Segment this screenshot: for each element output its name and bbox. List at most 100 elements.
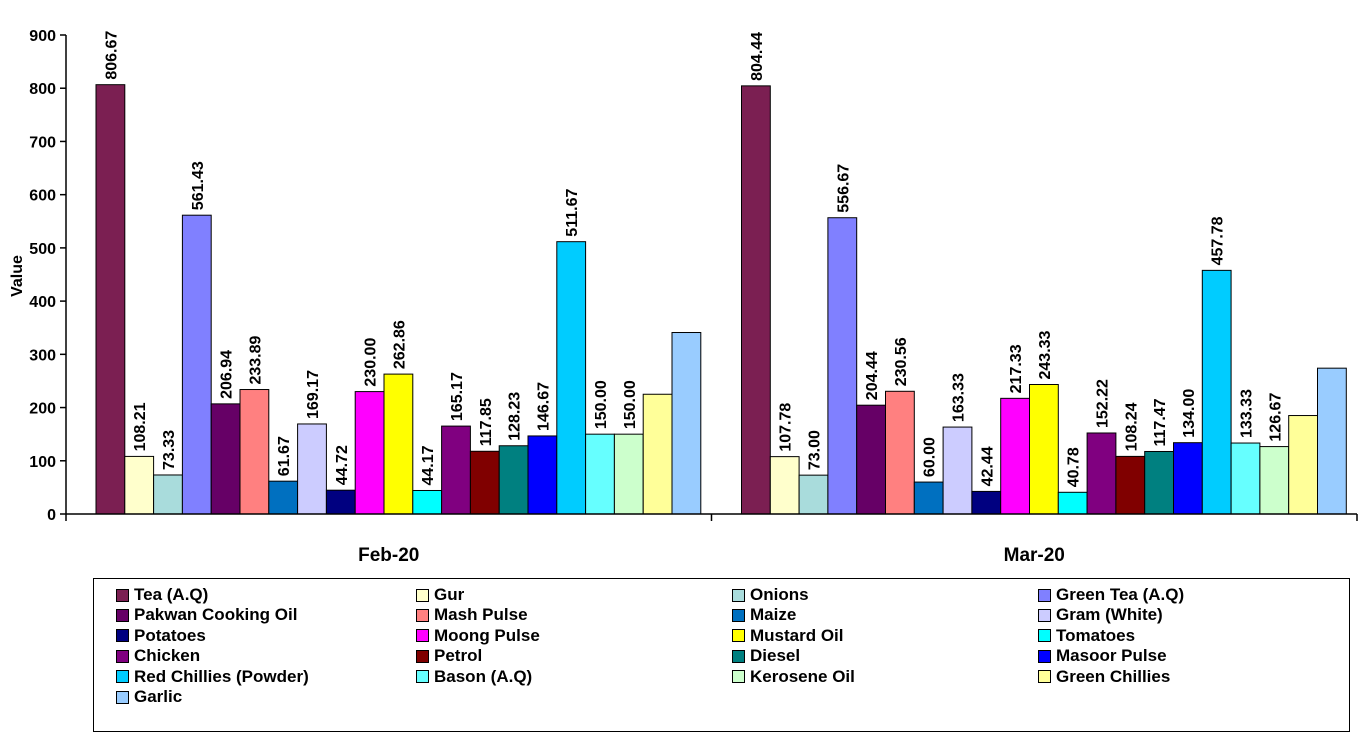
data-label: 804.44 xyxy=(749,32,766,81)
bar xyxy=(971,490,1002,515)
bar xyxy=(1259,446,1290,515)
legend-swatch xyxy=(1038,608,1051,622)
legend-label: Tomatoes xyxy=(1056,625,1136,645)
legend-label: Gur xyxy=(434,585,465,604)
data-label: 233.89 xyxy=(247,335,264,384)
legend-swatch xyxy=(116,629,129,643)
legend-label: Green Tea (A.Q) xyxy=(1056,585,1185,604)
bar-chart: 806.67 108.21 73.33 561.43 206.94 233.89 61.67… xyxy=(9,28,1358,566)
y-tick-label: 900 xyxy=(29,28,56,45)
legend-swatch xyxy=(732,588,745,602)
bar xyxy=(1115,455,1146,515)
bar xyxy=(942,426,973,515)
bar xyxy=(124,455,155,515)
data-label: 217.33 xyxy=(1008,344,1025,393)
data-label: 108.21 xyxy=(132,402,149,451)
legend-swatch xyxy=(416,588,429,602)
bar xyxy=(769,456,800,515)
bar xyxy=(1317,367,1347,515)
data-label: 73.33 xyxy=(161,430,178,470)
bar xyxy=(1173,442,1203,515)
data-label: 134.00 xyxy=(1181,389,1198,438)
legend-item: Moong Pulse xyxy=(416,625,540,647)
legend-swatch xyxy=(1038,649,1051,663)
legend-item: Garlic xyxy=(116,686,182,708)
data-label: 511.67 xyxy=(564,189,581,237)
legend-swatch xyxy=(732,629,745,643)
bar xyxy=(239,389,270,515)
y-tick-label: 700 xyxy=(29,134,56,151)
y-tick-label: 100 xyxy=(29,454,56,471)
data-label: 262.86 xyxy=(391,320,408,369)
legend-label: Red Chillies (Powder) xyxy=(134,666,309,686)
y-axis-label: Value xyxy=(9,255,26,297)
y-tick-label: 400 xyxy=(29,294,56,311)
legend-label: Maize xyxy=(750,605,797,625)
y-tick-label: 300 xyxy=(29,347,56,364)
legend-label: Mustard Oil xyxy=(750,625,844,645)
data-label: 73.00 xyxy=(807,430,824,470)
data-label: 126.67 xyxy=(1267,393,1284,442)
legend-label: Petrol xyxy=(434,646,483,666)
legend-swatch xyxy=(732,670,745,684)
bar xyxy=(885,390,915,515)
bar xyxy=(181,214,212,515)
legend-item: Potatoes xyxy=(116,625,206,647)
legend-item: Green Tea (A.Q) xyxy=(1038,584,1184,606)
legend-label: Garlic xyxy=(134,687,183,706)
legend-label: Green Chillies xyxy=(1056,666,1171,686)
data-label: 108.24 xyxy=(1123,402,1140,451)
legend-swatch xyxy=(1038,629,1051,643)
data-label: 163.33 xyxy=(951,373,968,422)
legend-swatch xyxy=(416,649,429,663)
bar xyxy=(297,423,327,515)
data-label: 150.00 xyxy=(622,380,639,429)
bar xyxy=(1201,269,1232,515)
legend-item: Masoor Pulse xyxy=(1038,645,1167,667)
legend-swatch xyxy=(732,649,745,663)
legend-label: Moong Pulse xyxy=(434,625,540,645)
legend-item: Diesel xyxy=(732,645,800,667)
data-label: 133.33 xyxy=(1239,389,1256,438)
legend-swatch xyxy=(416,629,429,643)
x-category-label: Mar-20 xyxy=(1004,545,1065,566)
legend-item: Tomatoes xyxy=(1038,625,1135,647)
bar xyxy=(469,450,500,515)
data-label: 165.17 xyxy=(449,372,466,421)
bar xyxy=(1057,491,1088,515)
legend-item: Maize xyxy=(732,604,796,626)
data-label: 561.43 xyxy=(190,161,207,210)
bar xyxy=(556,241,587,515)
legend-swatch xyxy=(416,670,429,684)
legend-label: Gram (White) xyxy=(1056,605,1163,625)
bar xyxy=(527,435,558,515)
bar xyxy=(671,332,702,515)
legend-item: Red Chillies (Powder) xyxy=(116,666,309,688)
legend-swatch xyxy=(1038,670,1051,684)
data-label: 556.67 xyxy=(835,164,852,213)
legend-item: Onions xyxy=(732,584,809,606)
data-label: 42.44 xyxy=(979,446,996,486)
data-label: 169.17 xyxy=(305,370,322,419)
data-label: 230.00 xyxy=(363,338,380,387)
bar xyxy=(1230,442,1261,515)
data-label: 806.67 xyxy=(103,31,120,80)
data-label: 457.78 xyxy=(1210,216,1227,265)
legend-label: Onions xyxy=(750,585,809,604)
bar xyxy=(1288,415,1318,515)
data-label: 60.00 xyxy=(922,437,939,477)
data-label: 40.78 xyxy=(1066,447,1083,487)
legend-item: Kerosene Oil xyxy=(732,666,855,688)
bar xyxy=(741,85,771,515)
legend-item: Mustard Oil xyxy=(732,625,844,647)
legend-label: Mash Pulse xyxy=(434,605,528,625)
bar xyxy=(95,84,126,515)
legend-item: Petrol xyxy=(416,645,482,667)
y-tick-label: 500 xyxy=(29,241,56,258)
y-tick-label: 0 xyxy=(47,507,56,524)
legend-swatch xyxy=(116,608,129,622)
y-tick-label: 200 xyxy=(29,401,56,418)
chart-legend: Tea (A.Q) Gur Onions Green Tea (A.Q) Pakwan … xyxy=(93,578,1350,732)
legend-swatch xyxy=(116,690,129,704)
legend-item: Gur xyxy=(416,584,464,606)
